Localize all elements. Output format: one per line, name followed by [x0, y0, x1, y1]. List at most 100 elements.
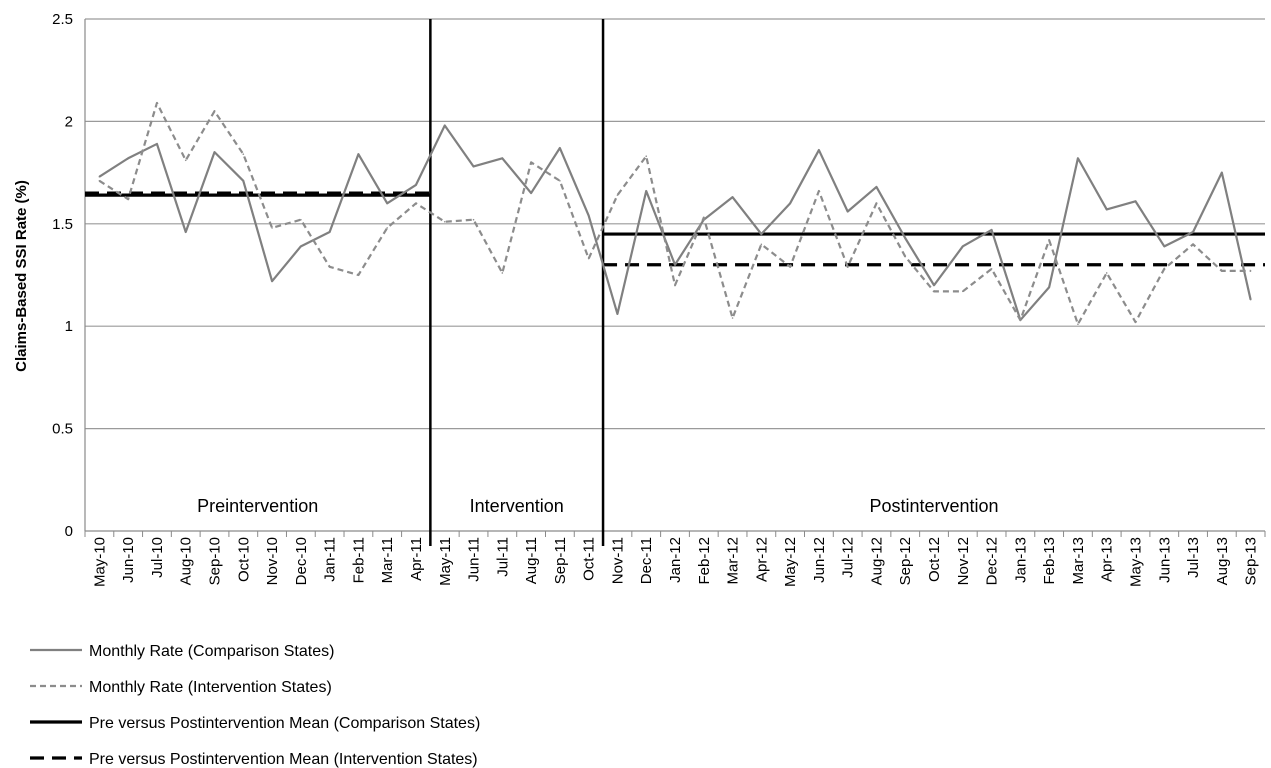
x-tick-label: Sep-12	[897, 537, 914, 585]
data-point	[645, 190, 648, 192]
data-point	[587, 257, 590, 260]
tick-labels: 0 0.5 1 1.5 2 2.5 May-10 Jun-10 Jul-10 Aug-10 Sep-…	[52, 11, 1259, 587]
x-tick-label: Jan-11	[322, 537, 339, 582]
data-point	[300, 245, 302, 248]
data-point	[530, 192, 532, 194]
data-point	[1192, 231, 1194, 233]
x-tick-label: Oct-12	[926, 537, 943, 582]
data-point	[1163, 268, 1166, 270]
data-point	[1134, 200, 1137, 203]
data-point	[472, 165, 475, 168]
legend-label: Monthly Rate (Comparison States)	[89, 643, 334, 660]
x-tick-label: May-10	[91, 537, 108, 587]
data-point	[415, 184, 417, 186]
x-tick-label: Jun-12	[811, 537, 828, 583]
x-tick-label: Jun-10	[120, 537, 137, 583]
x-tick-label: Nov-10	[264, 537, 281, 585]
data-point	[616, 313, 619, 315]
x-tick-label: Jul-13	[1185, 537, 1202, 578]
x-tick-label: Dec-12	[984, 537, 1001, 585]
data-point	[156, 143, 158, 145]
y-tick-label: 1.5	[52, 216, 73, 233]
x-tick-label: Jun-11	[466, 537, 483, 582]
x-tick-label: Nov-12	[955, 537, 972, 585]
data-point	[1134, 321, 1137, 323]
data-point	[1077, 323, 1079, 325]
x-tick-label: May-13	[1127, 537, 1144, 587]
x-tick-label: Feb-13	[1041, 537, 1058, 585]
data-point	[962, 245, 964, 248]
data-point	[98, 175, 101, 178]
y-tick-label: 2.5	[52, 11, 73, 28]
x-tick-label: Sep-10	[207, 537, 224, 585]
data-point	[846, 210, 849, 213]
data-point	[1163, 245, 1166, 248]
data-point	[213, 151, 216, 153]
data-point	[1249, 298, 1252, 301]
x-tick-label: Apr-12	[753, 537, 770, 582]
series-line	[98, 101, 1251, 326]
data-point	[415, 202, 417, 205]
axes	[84, 19, 1266, 537]
data-point	[501, 157, 504, 160]
data-point	[472, 218, 475, 221]
data-point	[875, 186, 878, 188]
data-point	[789, 202, 791, 205]
x-tick-label: Jan-12	[667, 537, 684, 583]
legend: Monthly Rate (Comparison States) Monthly …	[30, 643, 480, 768]
x-tick-label: Jul-11	[494, 537, 511, 577]
x-tick-label: Oct-11	[581, 537, 598, 581]
data-point	[501, 272, 504, 274]
legend-label: Pre versus Postintervention Mean (Compar…	[89, 715, 480, 732]
monthly-rate-series	[98, 101, 1252, 326]
data-point	[846, 266, 849, 268]
data-point	[962, 290, 964, 293]
data-point	[818, 190, 820, 192]
y-tick-label: 1	[65, 318, 73, 335]
data-point	[328, 231, 331, 233]
data-point	[645, 155, 648, 158]
data-point	[443, 124, 446, 127]
data-point	[731, 196, 734, 198]
data-point	[1221, 270, 1223, 272]
data-point	[1105, 208, 1108, 211]
x-tick-label: Aug-10	[178, 537, 195, 585]
legend-label: Pre versus Postintervention Mean (Interv…	[89, 751, 478, 768]
data-point	[904, 255, 907, 258]
x-tick-label: Mar-13	[1070, 537, 1087, 585]
x-tick-label: Jun-13	[1156, 537, 1173, 583]
data-point	[156, 102, 158, 104]
x-tick-label: Mar-11	[379, 537, 396, 583]
data-point	[271, 280, 273, 282]
data-point	[357, 274, 360, 276]
y-axis-title: Claims-Based SSI Rate (%)	[13, 180, 30, 372]
data-point	[933, 284, 935, 287]
x-tick-label: Jan-13	[1012, 537, 1029, 583]
data-point	[386, 227, 388, 229]
x-tick-label: Jul-10	[149, 537, 166, 578]
data-point	[760, 243, 763, 246]
data-point	[616, 194, 619, 196]
data-point	[1249, 270, 1252, 272]
x-tick-label: Sep-13	[1243, 537, 1260, 585]
data-point	[98, 179, 101, 182]
y-tick-label: 2	[65, 113, 73, 130]
x-tick-label: Mar-12	[725, 537, 742, 585]
x-tick-label: Feb-12	[696, 537, 713, 585]
series-line	[98, 124, 1252, 322]
data-point	[674, 284, 676, 287]
data-point	[530, 161, 532, 164]
data-point	[587, 214, 590, 217]
phase-label: Intervention	[470, 496, 564, 516]
x-tick-label: Feb-11	[350, 537, 367, 583]
data-point	[1192, 243, 1194, 246]
data-point	[1221, 171, 1223, 174]
data-point	[184, 159, 187, 162]
data-point	[271, 227, 273, 229]
data-point	[1048, 286, 1050, 289]
data-point	[127, 198, 129, 201]
data-point	[789, 266, 791, 268]
data-point	[933, 290, 935, 293]
data-point	[904, 237, 907, 239]
